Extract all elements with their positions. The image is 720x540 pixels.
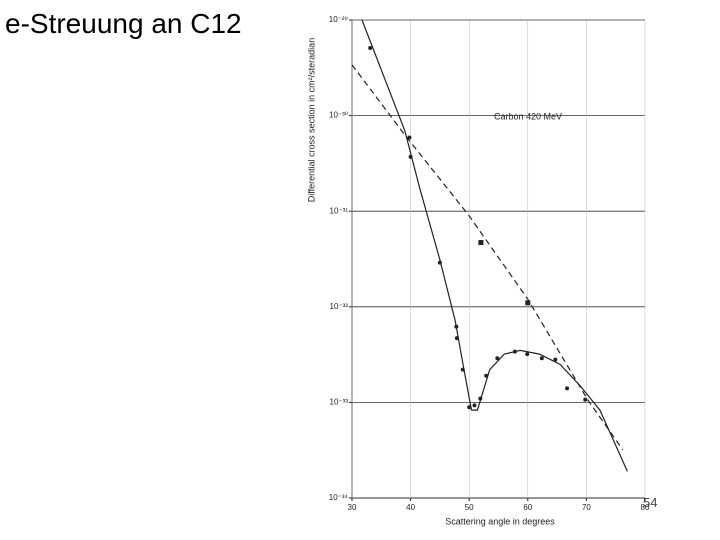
data-point [478,240,484,246]
data-point [495,356,500,361]
x-tick-label: 60 [523,503,532,512]
solid-curve [361,19,628,472]
y-tick-label: 10⁻²⁹ [329,15,348,24]
page-number: 54 [643,495,658,510]
y-tick-label: 10⁻³¹ [330,206,349,215]
data-point [472,403,477,408]
data-point [525,352,530,357]
y-tick-label: 10⁻³² [330,302,349,311]
dashed-curve [351,64,624,451]
data-point [539,356,544,361]
data-point [407,135,412,140]
y-tick-label: 10⁻³⁰ [329,111,348,120]
x-tick-label: 50 [465,503,474,512]
x-tick-label: 40 [406,503,415,512]
slide-title: e-Streuung an C12 [5,8,242,39]
x-axis-label: Scattering angle in degrees [445,516,555,526]
y-tick-label: 10⁻³³ [330,398,349,407]
data-point [583,397,588,402]
x-tick-label: 80 [641,503,650,512]
x-tick-label: 70 [582,503,591,512]
data-point [553,357,558,362]
y-axis-label: Differential cross section in cm²/sterad… [306,38,316,202]
y-tick-label: 10⁻³⁴ [329,493,349,502]
data-point [525,300,531,306]
data-point [368,45,373,50]
x-tick-label: 30 [348,503,357,512]
data-point [565,386,570,391]
